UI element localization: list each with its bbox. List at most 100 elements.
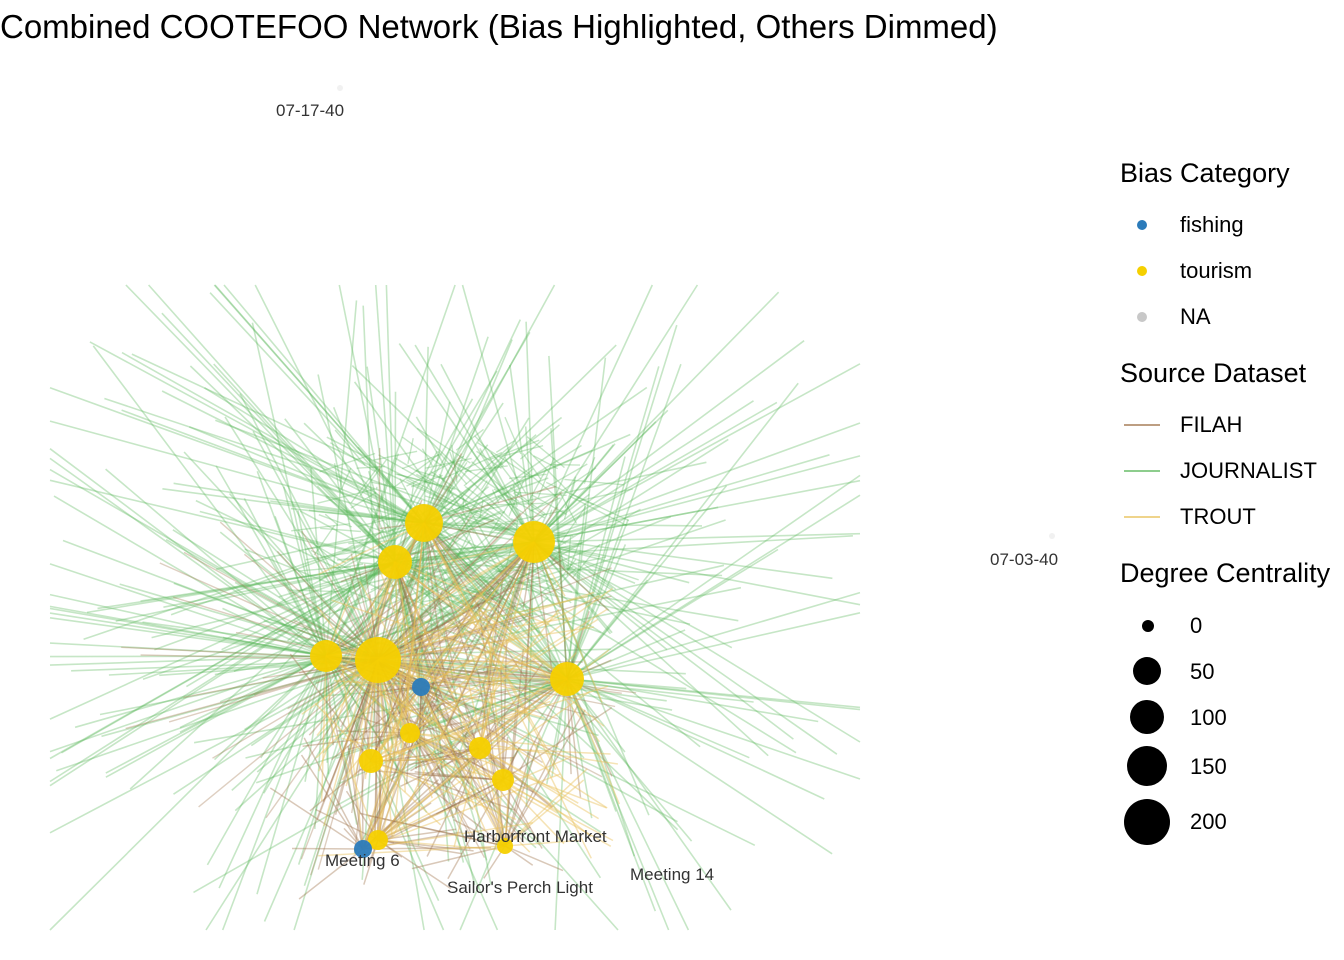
network-edge (49, 561, 396, 787)
network-edge (533, 455, 558, 470)
network-edge (533, 479, 861, 543)
network-edge (449, 451, 457, 470)
network-edge (420, 663, 518, 688)
network-edge (377, 720, 478, 841)
network-edge (362, 821, 533, 850)
network-edge (555, 567, 577, 589)
network-edge (556, 537, 566, 570)
network-edge (314, 702, 372, 762)
network-edge (423, 522, 494, 713)
network-edge (388, 678, 568, 716)
network-edge (439, 678, 568, 771)
network-edge (423, 522, 701, 748)
network-edge (318, 845, 506, 857)
network-edge (483, 557, 542, 581)
network-edge (377, 659, 673, 711)
network-edge (224, 416, 379, 661)
network-edge (420, 686, 478, 800)
network-edge (326, 541, 535, 710)
network-edge (440, 555, 456, 587)
network-edge (377, 528, 443, 661)
network-edge (409, 732, 474, 810)
network-edge (529, 497, 561, 512)
network-edge (377, 659, 486, 859)
network-edge (325, 453, 400, 657)
network-edge (398, 715, 481, 749)
network-edge (533, 422, 861, 543)
network-edge (104, 397, 535, 543)
network-edge (377, 659, 583, 663)
tourism-node (310, 640, 342, 672)
network-edge (423, 485, 556, 524)
network-edge (377, 523, 508, 661)
legend-filah-line (1124, 424, 1160, 426)
network-edge (325, 496, 355, 518)
network-edge (420, 612, 560, 688)
network-edge (420, 594, 600, 688)
network-edge (533, 454, 830, 543)
network-edge (199, 510, 396, 563)
network-edge (105, 655, 327, 778)
network-edge (394, 561, 488, 861)
network-edge (423, 522, 703, 527)
network-edge (566, 536, 572, 577)
legend-trout-line (1124, 516, 1160, 518)
network-edge (533, 284, 699, 543)
network-edge (463, 678, 568, 732)
network-edge (336, 678, 568, 759)
network-edge (581, 559, 639, 581)
network-edge (421, 541, 535, 663)
network-edge (121, 351, 425, 524)
network-edge (563, 480, 576, 520)
network-edge (504, 648, 525, 847)
network-edge (394, 561, 454, 731)
network-edge (291, 523, 350, 532)
network-edge (566, 485, 728, 680)
network-edge (468, 506, 478, 513)
network-edge (377, 659, 603, 778)
network-edge (533, 541, 636, 857)
legend-fishing-dot (1137, 220, 1147, 230)
network-edge (423, 522, 560, 584)
network-edge (331, 599, 568, 680)
network-edge (566, 382, 799, 680)
network-edge (479, 500, 484, 519)
network-edge (423, 522, 833, 580)
network-edge (465, 589, 494, 597)
network-edge (558, 547, 568, 680)
network-edge (447, 779, 504, 880)
network-edge (377, 609, 560, 841)
network-edge (332, 407, 396, 563)
network-edge (325, 655, 537, 849)
network-edge (504, 709, 586, 847)
network-edge (533, 400, 754, 543)
network-edge (566, 494, 861, 680)
network-edge (512, 484, 518, 507)
network-edge (440, 363, 535, 543)
network-edge (173, 596, 379, 661)
network-edge (254, 284, 396, 563)
network-edge (394, 561, 520, 635)
network-edge (347, 745, 364, 850)
network-edge (393, 560, 422, 688)
network-edge (222, 607, 327, 657)
network-edge (330, 442, 376, 473)
network-edge (423, 522, 601, 743)
network-edge (179, 655, 327, 729)
network-edge (359, 812, 506, 847)
network-edge (377, 659, 554, 808)
tourism-node (550, 662, 584, 696)
network-edge (376, 512, 379, 530)
network-edge (49, 655, 327, 931)
network-edge (500, 668, 504, 781)
network-edge (377, 659, 471, 850)
network-edge (414, 771, 504, 781)
network-edge (219, 531, 379, 661)
network-edge (325, 612, 456, 657)
network-edge (97, 541, 535, 610)
network-edge (325, 655, 445, 931)
network-edge (369, 508, 399, 536)
network-edge (443, 541, 535, 797)
network-edge (315, 541, 535, 759)
network-edge (49, 612, 327, 657)
